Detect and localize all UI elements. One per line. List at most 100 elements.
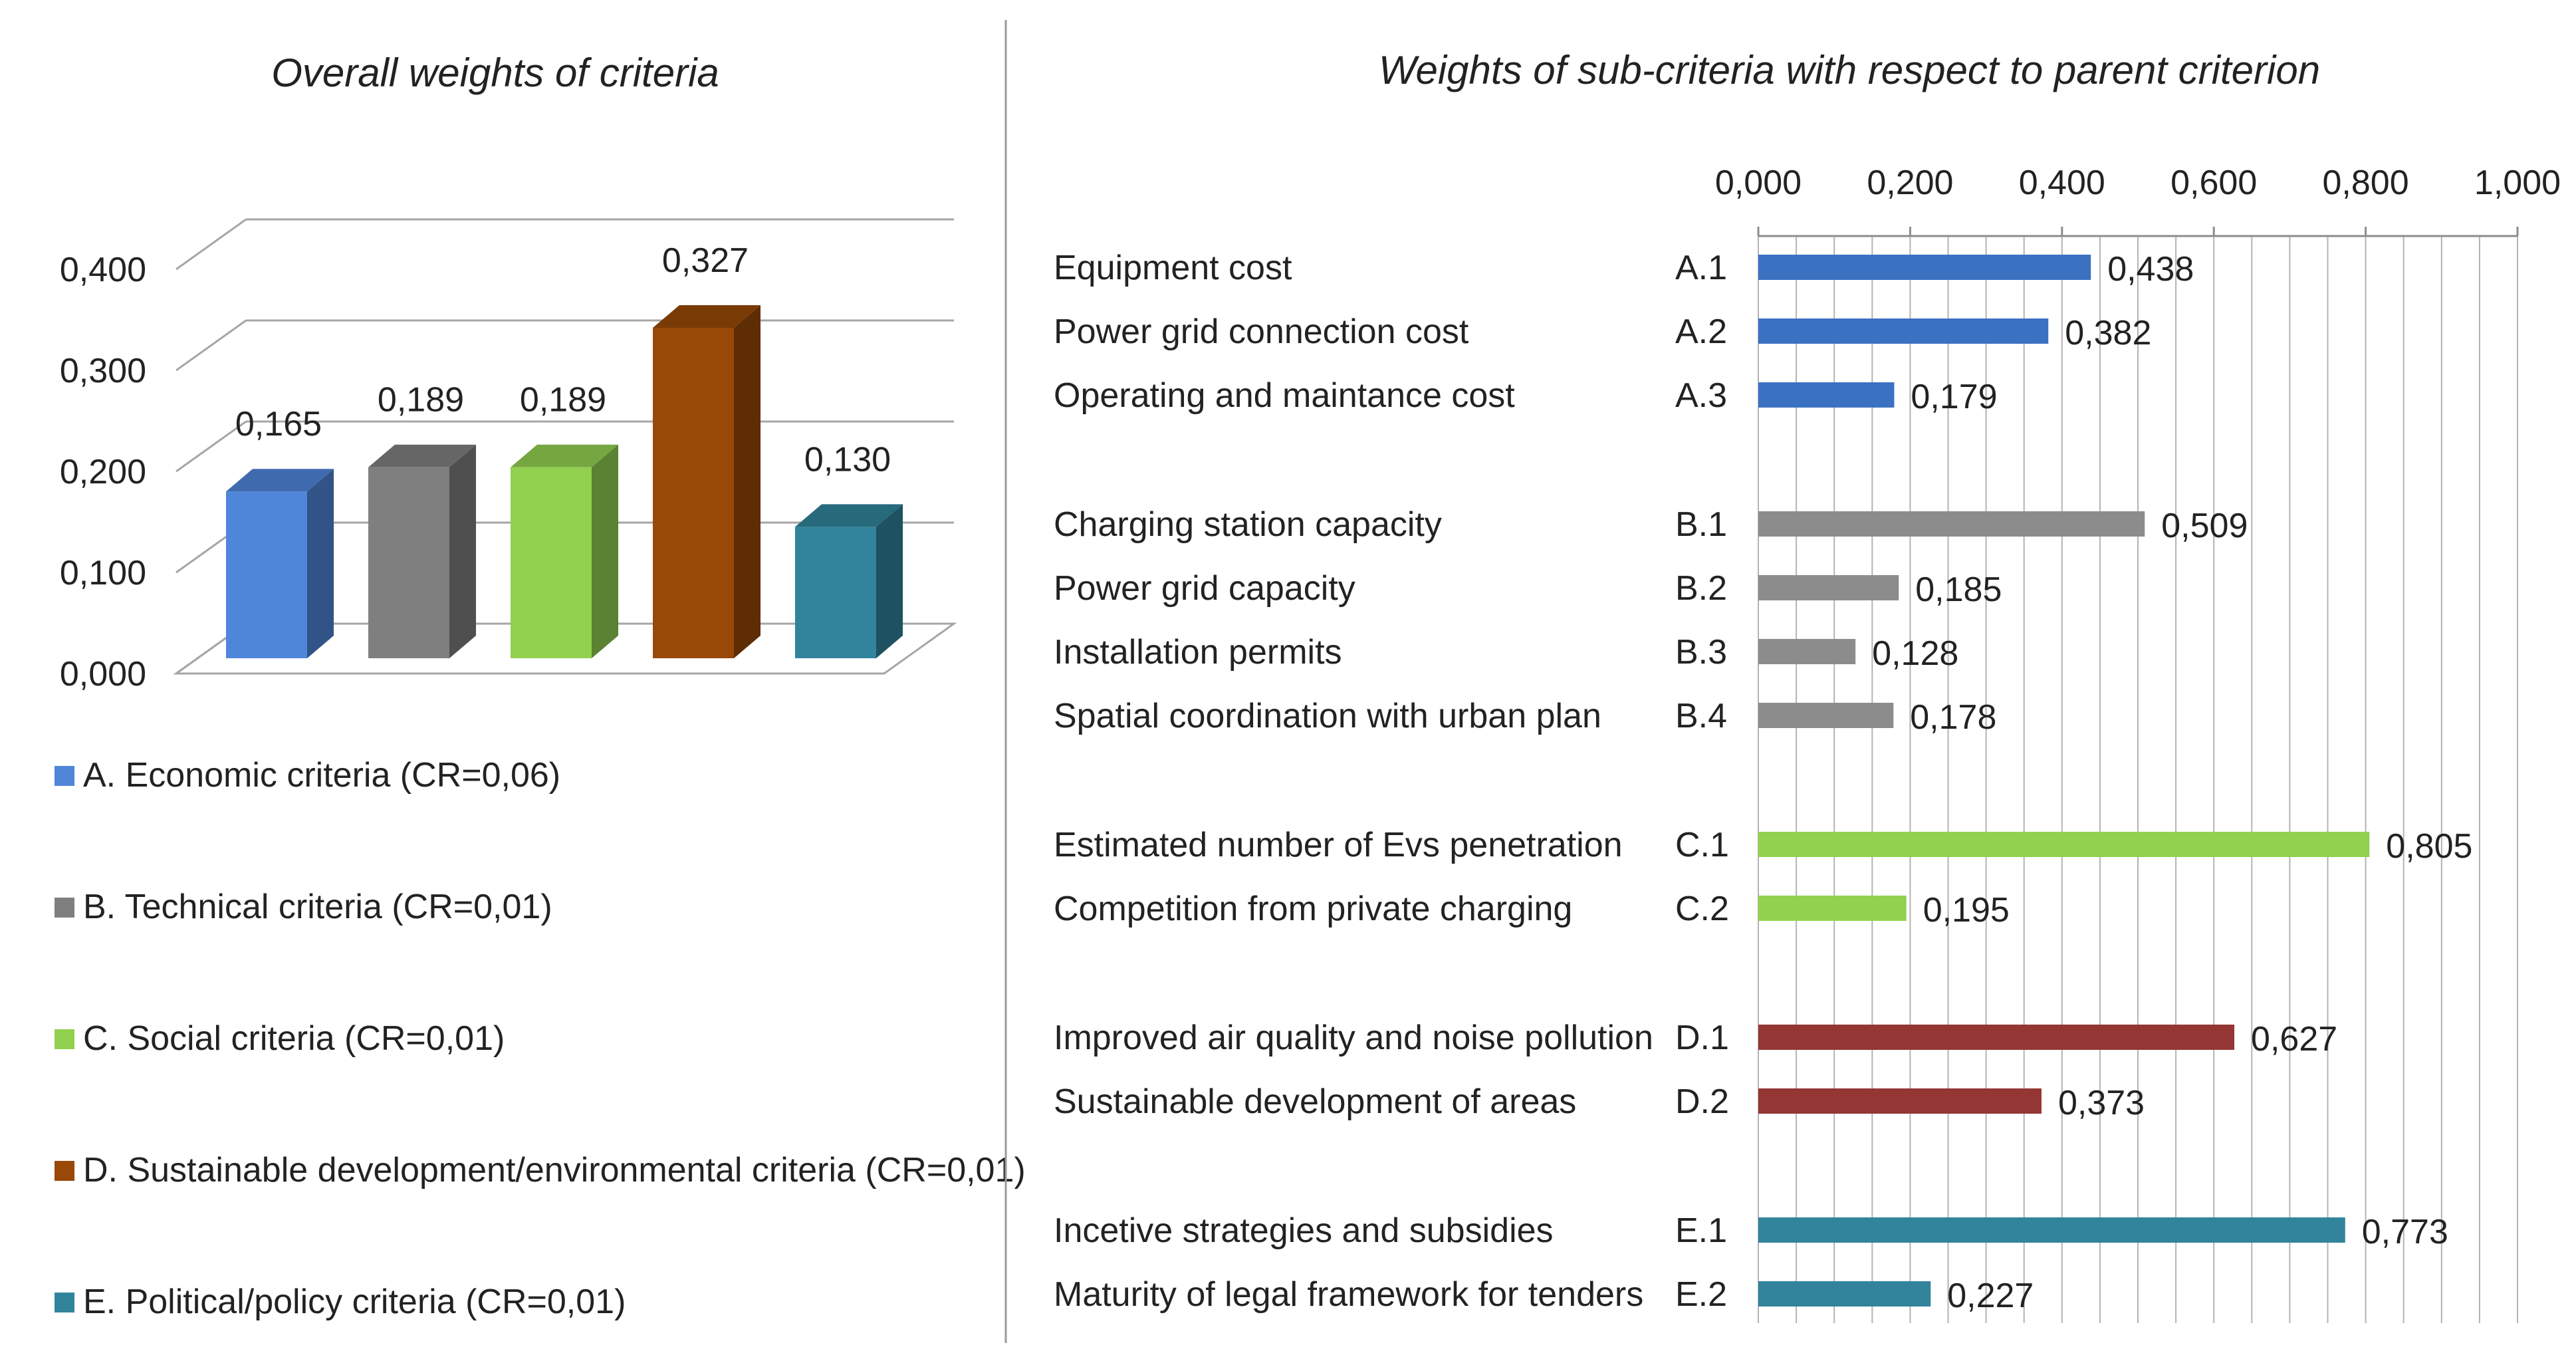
subcriterion-code: B.4 <box>1675 697 1727 735</box>
subcriterion-code: C.1 <box>1675 826 1729 864</box>
left-y-tick-label: 0,400 <box>60 251 146 289</box>
bar-front-2 <box>511 467 592 658</box>
overall-weights-chart: Overall weights of criteria 0,0000,1000,… <box>55 51 1026 1321</box>
right-x-tick-label: 0,000 <box>1715 164 1802 202</box>
legend-label-1: B. Technical criteria (CR=0,01) <box>83 888 552 926</box>
subcriterion-bar <box>1758 511 2145 537</box>
subcriterion-label: Power grid connection cost <box>1054 312 1469 351</box>
right-chart-gridlines <box>1757 227 2519 1323</box>
right-x-tick-label: 0,400 <box>2019 164 2105 202</box>
left-grid-diagonal <box>176 218 247 271</box>
subcriterion-value-label: 0,195 <box>1923 891 2010 930</box>
subcriterion-value-label: 0,627 <box>2251 1020 2337 1058</box>
bar-front-4 <box>795 527 876 658</box>
subcriterion-bar <box>1758 1281 1931 1306</box>
legend-swatch-3 <box>55 1161 74 1181</box>
subcriteria-weights-chart: Weights of sub-criteria with respect to … <box>1054 48 2561 1323</box>
subcriterion-value-label: 0,773 <box>2362 1213 2448 1251</box>
bar-side-3 <box>734 305 761 659</box>
legend-label-0: A. Economic criteria (CR=0,06) <box>83 756 560 795</box>
left-chart-bars <box>226 305 903 659</box>
subcriterion-code: D.2 <box>1675 1082 1729 1121</box>
subcriterion-bar <box>1758 896 1907 921</box>
subcriterion-bar <box>1758 1217 2345 1243</box>
subcriterion-code: B.1 <box>1675 505 1727 544</box>
bar-front-1 <box>368 467 449 658</box>
left-chart-legend: A. Economic criteria (CR=0,06) B. Technic… <box>55 756 1026 1321</box>
subcriterion-bar <box>1758 255 2091 280</box>
subcriterion-value-label: 0,179 <box>1911 378 1997 416</box>
bar-top-1 <box>368 444 476 467</box>
subcriterion-value-label: 0,185 <box>1915 570 2002 609</box>
subcriterion-code: B.2 <box>1675 569 1727 608</box>
right-chart-rows: Equipment cost A.1 0,438 Power grid connect… <box>1054 249 2472 1315</box>
subcriterion-value-label: 0,438 <box>2107 250 2194 289</box>
left-y-tick-label: 0,300 <box>60 352 146 390</box>
bar-side-0 <box>307 469 334 658</box>
bar-top-2 <box>511 444 618 467</box>
subcriterion-code: A.2 <box>1675 312 1727 351</box>
left-grid-diagonal <box>176 420 247 473</box>
subcriterion-bar <box>1758 832 2370 857</box>
subcriterion-label: Estimated number of Evs penetration <box>1054 826 1623 864</box>
subcriterion-bar <box>1758 318 2049 344</box>
subcriterion-label: Incetive strategies and subsidies <box>1054 1211 1554 1250</box>
right-x-tick-label: 0,800 <box>2323 164 2409 202</box>
right-x-tick-label: 0,600 <box>2170 164 2257 202</box>
subcriterion-label: Equipment cost <box>1054 249 1292 287</box>
subcriterion-label: Power grid capacity <box>1054 569 1355 608</box>
subcriterion-label: Improved air quality and noise pollution <box>1054 1019 1653 1057</box>
subcriterion-code: E.2 <box>1675 1275 1727 1314</box>
subcriterion-bar <box>1758 1088 2042 1114</box>
bar-value-label-4: 0,130 <box>804 440 891 479</box>
subcriterion-code: E.1 <box>1675 1211 1727 1250</box>
subcriterion-label: Charging station capacity <box>1054 505 1442 544</box>
subcriterion-label: Spatial coordination with urban plan <box>1054 697 1601 735</box>
subcriterion-code: C.2 <box>1675 890 1729 928</box>
subcriterion-bar <box>1758 382 1895 408</box>
subcriterion-bar <box>1758 703 1894 728</box>
bar-side-2 <box>592 444 618 658</box>
subcriterion-bar <box>1758 575 1899 600</box>
left-grid-diagonal <box>176 319 247 372</box>
subcriterion-label: Installation permits <box>1054 633 1342 672</box>
subcriterion-value-label: 0,227 <box>1947 1277 2034 1315</box>
subcriterion-code: A.3 <box>1675 376 1727 415</box>
subcriterion-code: A.1 <box>1675 249 1727 287</box>
subcriterion-value-label: 0,509 <box>2161 507 2248 545</box>
subcriterion-bar <box>1758 639 1856 664</box>
bar-top-3 <box>653 305 761 328</box>
subcriterion-value-label: 0,178 <box>1910 698 1996 737</box>
subcriterion-code: D.1 <box>1675 1019 1729 1057</box>
legend-label-3: D. Sustainable development/environmental… <box>83 1151 1026 1189</box>
subcriterion-code: B.3 <box>1675 633 1727 672</box>
bar-value-label-1: 0,189 <box>378 381 464 420</box>
right-chart-x-ticks: 0,000 0,200 0,400 0,600 0,800 1,000 <box>1715 164 2561 202</box>
subcriterion-label: Competition from private charging <box>1054 890 1572 928</box>
left-chart-floor <box>173 622 957 675</box>
right-x-tick-label: 0,200 <box>1867 164 1953 202</box>
legend-label-4: E. Political/policy criteria (CR=0,01) <box>83 1283 626 1321</box>
subcriterion-value-label: 0,373 <box>2058 1084 2145 1122</box>
bar-front-3 <box>653 327 734 658</box>
legend-label-2: C. Social criteria (CR=0,01) <box>83 1019 505 1058</box>
subcriterion-label: Sustainable development of areas <box>1054 1082 1576 1121</box>
legend-swatch-1 <box>55 898 74 918</box>
subcriterion-value-label: 0,382 <box>2065 314 2151 352</box>
subcriterion-value-label: 0,805 <box>2386 827 2472 866</box>
left-chart-y-ticks: 0,000 0,100 0,200 0,300 0,400 <box>60 251 146 693</box>
bar-side-1 <box>449 444 476 658</box>
right-chart-title: Weights of sub-criteria with respect to … <box>1379 48 2320 92</box>
bar-top-0 <box>226 469 334 492</box>
bar-top-4 <box>795 504 903 527</box>
legend-swatch-0 <box>55 766 74 786</box>
left-y-tick-label: 0,100 <box>60 554 146 592</box>
subcriterion-label: Maturity of legal framework for tenders <box>1054 1275 1643 1314</box>
subcriterion-value-label: 0,128 <box>1872 634 1958 673</box>
right-x-tick-label: 1,000 <box>2474 164 2561 202</box>
legend-swatch-2 <box>55 1029 74 1049</box>
bar-value-label-0: 0,165 <box>235 405 322 443</box>
bar-value-label-3: 0,327 <box>662 241 749 280</box>
bar-value-label-2: 0,189 <box>520 381 606 420</box>
